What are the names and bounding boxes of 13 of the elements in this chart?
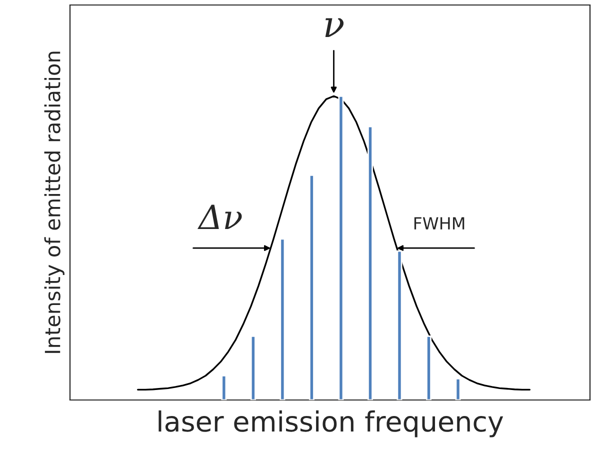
bar <box>221 374 227 400</box>
bar <box>455 378 461 400</box>
bar <box>367 126 373 400</box>
annotation: FWHM <box>414 217 464 230</box>
x-axis-title: laser emission frequency <box>158 410 504 438</box>
bar <box>250 335 256 400</box>
annotation: Δν <box>197 204 242 229</box>
bar <box>280 238 286 400</box>
bar <box>308 174 314 400</box>
bar <box>338 95 344 400</box>
bar <box>426 335 432 400</box>
text: ν <box>325 18 344 37</box>
y-axis-title: Intensity of emitted radiation <box>44 52 64 353</box>
